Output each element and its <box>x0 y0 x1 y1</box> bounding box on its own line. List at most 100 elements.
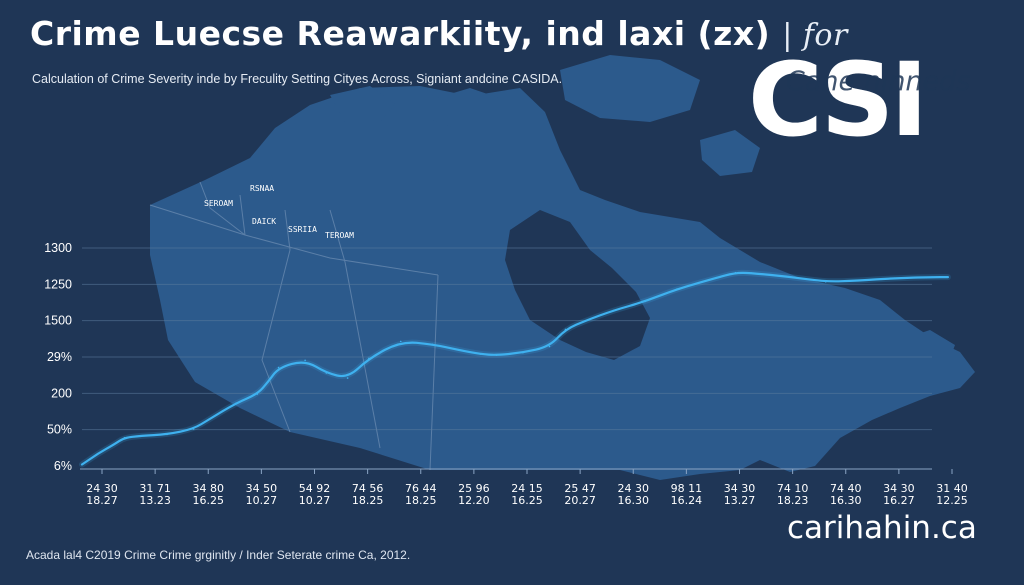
x-tick-label: 34 30 <box>724 482 756 495</box>
x-tick-label: 25 47 <box>564 482 596 495</box>
x-tick-label: 25 96 <box>458 482 490 495</box>
map-arctic-island-4 <box>700 130 760 176</box>
border-line-2 <box>199 181 246 236</box>
map-label-5: TEROAM <box>325 231 354 240</box>
data-point <box>676 288 678 290</box>
border-line-7 <box>284 209 291 251</box>
data-point <box>564 328 567 331</box>
data-point <box>256 393 259 395</box>
brand-logo: carihahin.ca <box>787 510 977 546</box>
data-point <box>824 280 827 283</box>
border-line-1 <box>149 204 439 276</box>
x-tick-label: 24 15 <box>511 482 543 495</box>
x-tick-label: 16.24 <box>671 494 703 507</box>
data-point <box>750 272 753 274</box>
source-footnote: Acada lal4 C2019 Crime Crime grginitly /… <box>26 548 411 562</box>
y-tick-label: 1500 <box>44 314 72 328</box>
x-tick-label: 76 44 <box>405 482 437 495</box>
data-point <box>713 277 715 280</box>
data-point <box>894 277 896 279</box>
data-point <box>431 343 434 346</box>
data-point <box>97 452 99 455</box>
border-line-3 <box>261 249 291 433</box>
data-point <box>479 353 482 355</box>
data-point <box>325 372 328 374</box>
y-tick-label: 29% <box>47 350 72 364</box>
data-point <box>644 300 646 303</box>
data-point <box>235 402 237 404</box>
map-silhouette: RSNAA SEROAM DAICK SSRIIA TEROAM <box>149 55 975 480</box>
y-tick-label: 200 <box>51 386 72 400</box>
x-tick-label: 12.20 <box>458 494 490 507</box>
x-tick-label: 34 30 <box>883 482 915 495</box>
map-borders <box>149 181 439 471</box>
map-label-1: RSNAA <box>250 184 274 193</box>
x-tick-label: 34 80 <box>193 482 225 495</box>
y-axis-ticks: 1300 1250 1500 29% 200 50% 6% <box>44 241 72 473</box>
x-tick-label: 18.25 <box>352 494 384 507</box>
x-tick-label: 74 56 <box>352 482 384 495</box>
y-tick-label: 6% <box>54 459 72 473</box>
x-tick-label: 16.30 <box>618 494 650 507</box>
x-tick-label: 74 10 <box>777 482 809 495</box>
map-label-2: SEROAM <box>204 199 233 208</box>
x-tick-label: 98 11 <box>671 482 703 495</box>
map-label-4: SSRIIA <box>288 225 317 234</box>
data-point <box>113 443 115 446</box>
data-point <box>208 418 211 420</box>
border-line-8 <box>239 194 246 236</box>
chart-title-text: Crime Luecse Reawarkiity, ind laxi (zx) <box>30 14 771 53</box>
map-label-3: DAICK <box>252 217 276 226</box>
x-tick-label: 18.25 <box>405 494 437 507</box>
x-tick-label: 18.27 <box>86 494 118 507</box>
chart-title-suffix: | for <box>782 18 848 53</box>
data-point <box>139 435 142 437</box>
data-point <box>495 354 498 356</box>
data-point <box>166 433 168 436</box>
data-point <box>277 366 280 369</box>
chart-title: Crime Luecse Reawarkiity, ind laxi (zx) … <box>30 14 848 53</box>
y-tick-label: 1250 <box>44 277 72 291</box>
x-tick-label: 54 92 <box>299 482 331 495</box>
x-tick-label: 13.23 <box>139 494 171 507</box>
map-arctic-island-2 <box>430 88 505 130</box>
x-tick-label: 16.27 <box>883 494 915 507</box>
x-tick-label: 16.25 <box>511 494 543 507</box>
chart-series <box>79 269 951 468</box>
data-point <box>267 381 269 383</box>
data-point <box>931 276 933 278</box>
x-tick-label: 24 30 <box>618 482 650 495</box>
x-tick-label: 13.27 <box>724 494 756 507</box>
data-point <box>522 351 524 354</box>
y-tick-label: 50% <box>47 423 72 437</box>
x-tick-label: 74 40 <box>830 482 862 495</box>
csi-badge-overlay: Cane ninneds <box>786 66 971 97</box>
x-tick-label: 10.27 <box>246 494 278 507</box>
map-arctic-island-3 <box>330 86 395 122</box>
data-point <box>304 359 306 362</box>
data-point <box>458 349 460 351</box>
data-point <box>548 345 551 348</box>
x-tick-label: 16.30 <box>830 494 862 507</box>
x-tick-label: 24 30 <box>86 482 118 495</box>
x-tick-label: 31 71 <box>139 482 171 495</box>
x-tick-label: 34 50 <box>246 482 278 495</box>
data-point <box>81 463 83 466</box>
map-arctic-island-1 <box>560 55 700 122</box>
chart-gridlines <box>82 247 932 431</box>
border-line-6 <box>329 209 346 263</box>
csi-badge: CSI <box>748 41 928 160</box>
